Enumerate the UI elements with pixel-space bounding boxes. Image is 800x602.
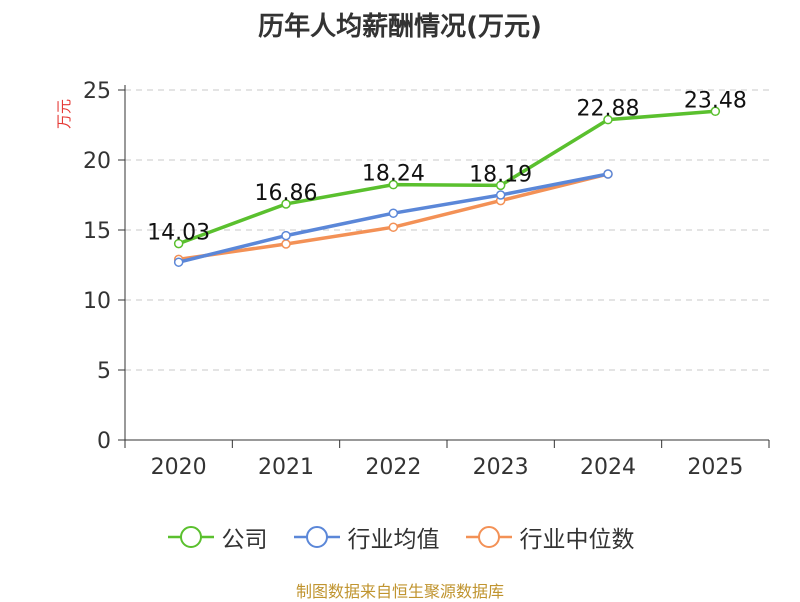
y-tick-label: 25 — [83, 79, 111, 104]
y-tick-label: 0 — [97, 429, 111, 454]
legend-marker — [477, 526, 500, 548]
legend-marker — [305, 526, 328, 548]
chart-title: 历年人均薪酬情况(万元) — [258, 12, 542, 42]
data-point — [281, 239, 291, 249]
legend-item[interactable]: 行业均值 — [292, 520, 440, 554]
data-point — [388, 179, 399, 190]
data-point — [495, 190, 506, 200]
x-tick-label: 2024 — [580, 455, 636, 480]
legend-swatch — [293, 526, 340, 548]
series-line-0 — [178, 109, 716, 246]
legend-label: 公司 — [221, 527, 268, 553]
data-label: 18.24 — [362, 162, 425, 187]
data-point — [281, 230, 291, 241]
legend-label: 行业均值 — [347, 527, 440, 553]
y-tick-label: 20 — [83, 149, 111, 174]
data-label: 16.86 — [255, 181, 318, 206]
data-point — [495, 180, 506, 191]
data-point — [388, 222, 399, 232]
data-point — [603, 114, 613, 125]
y-tick-label: 15 — [83, 219, 111, 244]
legend: 公司 行业均值 行业中位数 — [0, 520, 800, 554]
legend-marker — [179, 526, 202, 548]
data-label: 23.48 — [684, 88, 747, 113]
data-point — [388, 208, 399, 218]
legend-swatch — [465, 526, 512, 548]
x-tick-label: 2023 — [473, 455, 529, 480]
x-tick-label: 2025 — [687, 455, 743, 480]
data-label: 22.88 — [577, 97, 640, 122]
data-label: 18.19 — [469, 162, 532, 187]
data-label: 14.03 — [147, 221, 210, 246]
x-tick-label: 2022 — [365, 455, 421, 480]
legend-swatch — [167, 526, 214, 548]
data-point — [710, 106, 721, 117]
y-tick-label: 5 — [97, 359, 111, 384]
data-point — [281, 199, 291, 209]
x-tick-label: 2021 — [258, 455, 314, 480]
x-tick-label: 2020 — [151, 455, 207, 480]
data-point — [173, 257, 184, 267]
legend-item[interactable]: 公司 — [166, 520, 268, 554]
y-tick-label: 10 — [83, 289, 111, 314]
data-point — [173, 238, 184, 249]
data-point — [603, 169, 613, 179]
legend-label: 行业中位数 — [519, 527, 635, 553]
legend-item[interactable]: 行业中位数 — [464, 520, 635, 554]
source-note: 制图数据来自恒生聚源数据库 — [295, 582, 504, 601]
